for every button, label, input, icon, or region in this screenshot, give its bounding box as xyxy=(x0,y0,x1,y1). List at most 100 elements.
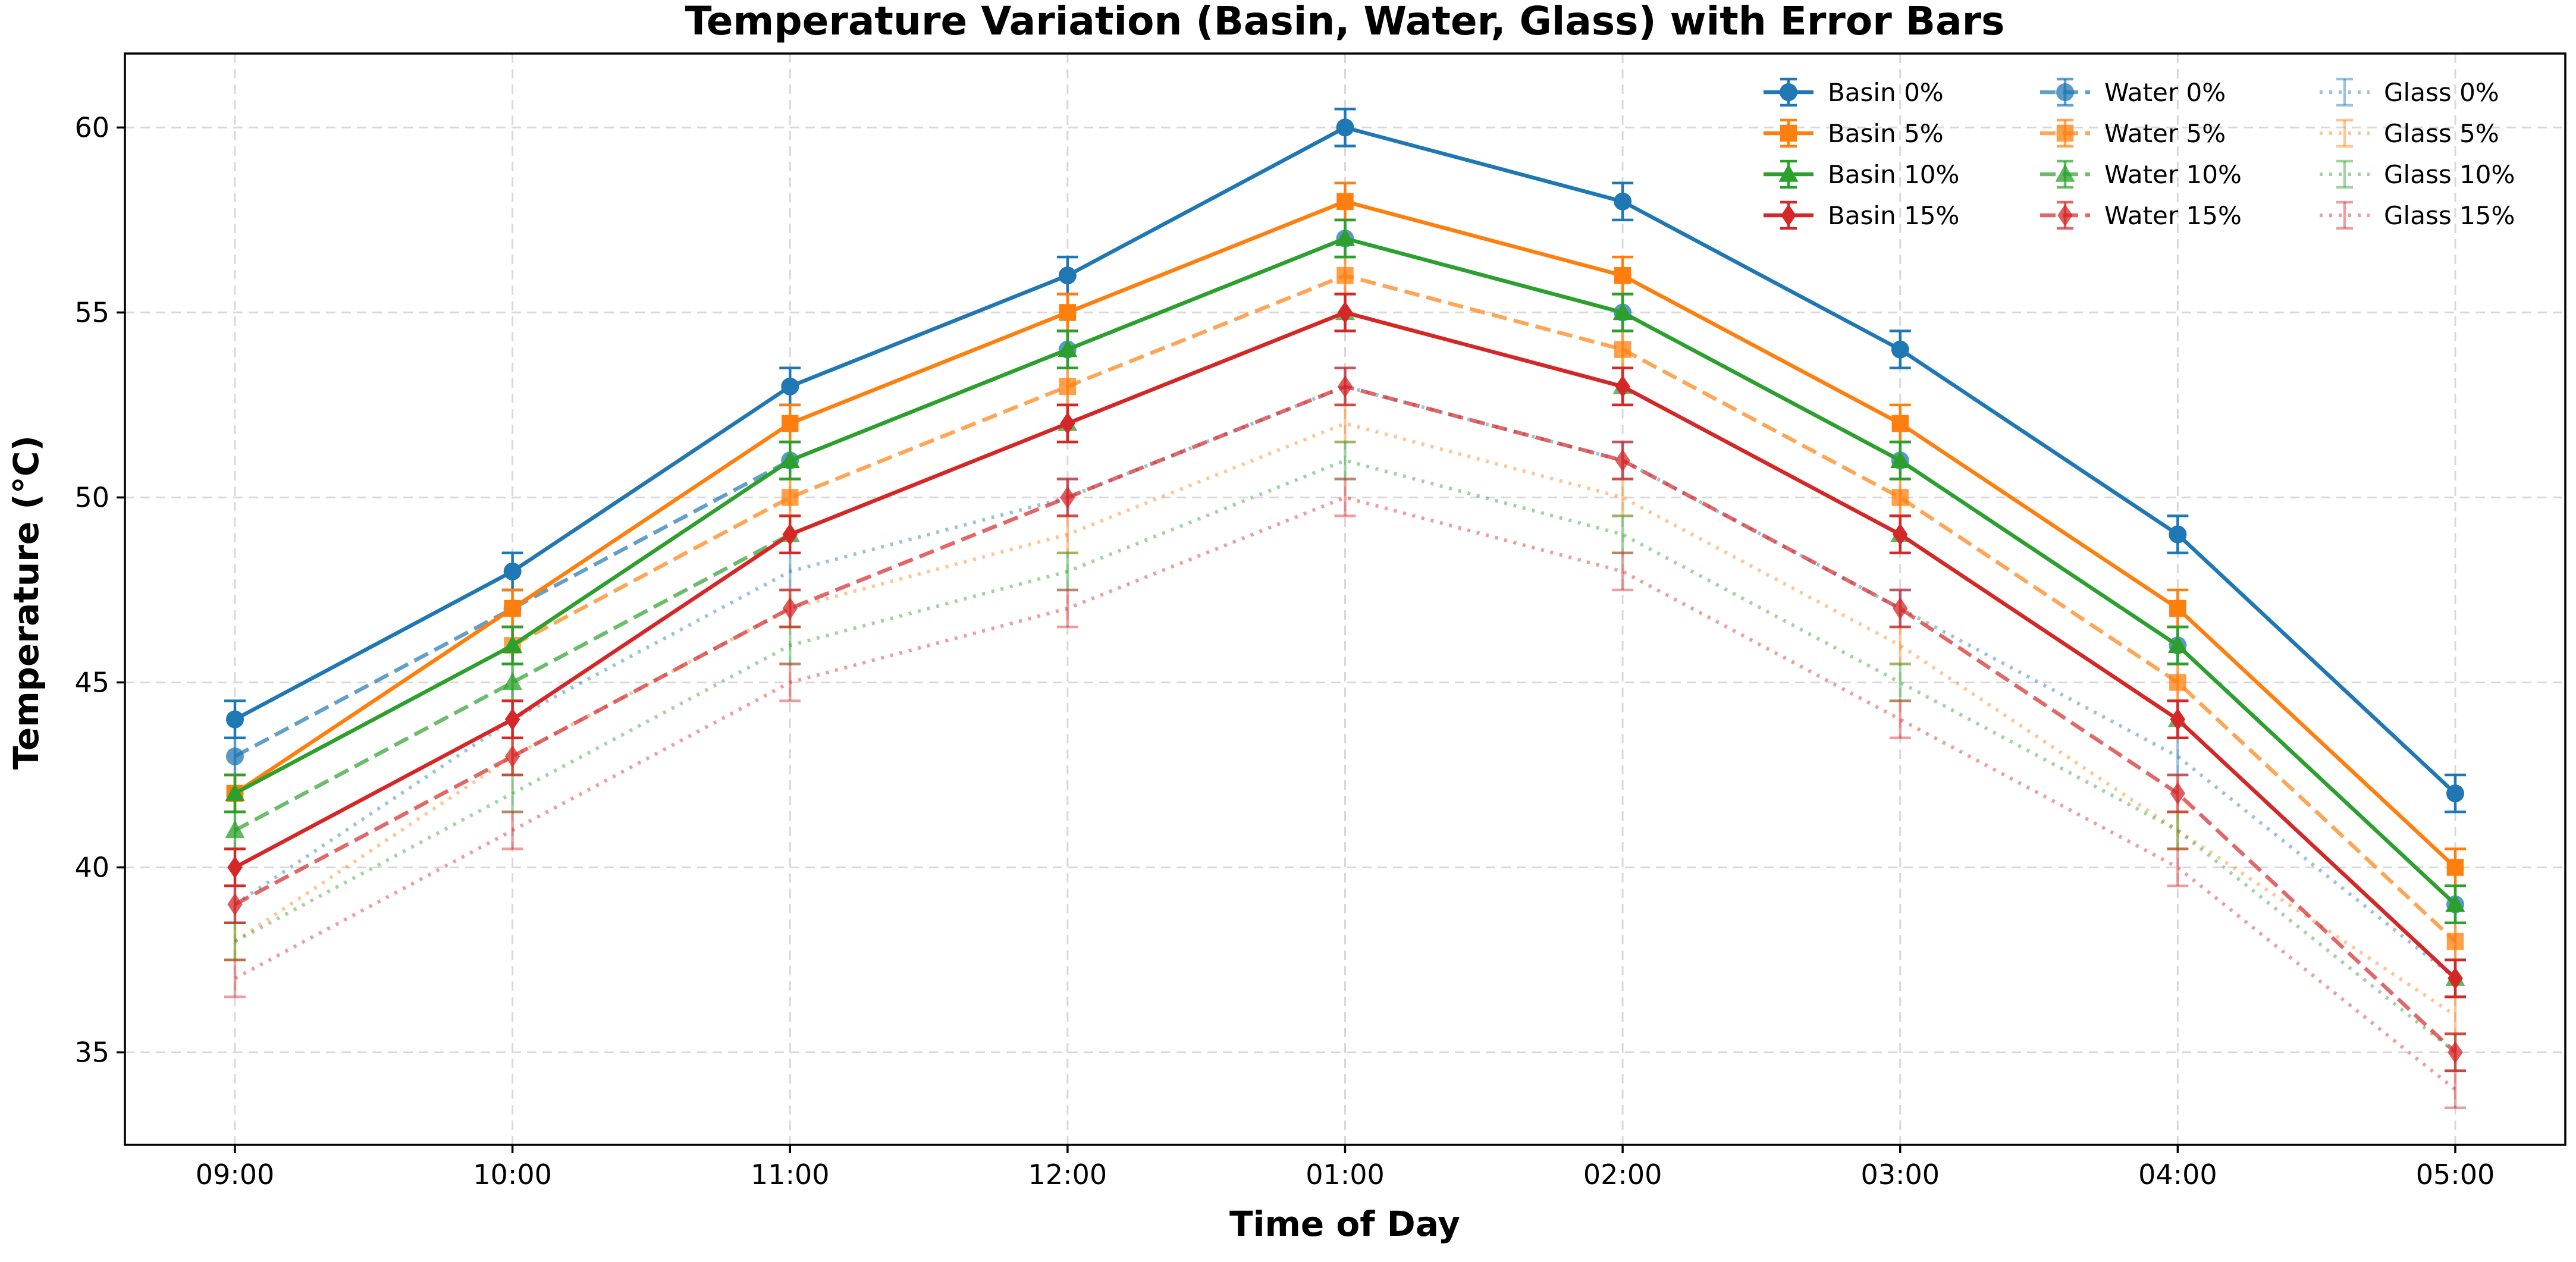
data-point xyxy=(2445,894,2465,912)
legend-marker xyxy=(2056,124,2074,142)
series-layer xyxy=(224,108,2466,1110)
legend-item: Water 10% xyxy=(2040,159,2242,189)
x-tick-label: 01:00 xyxy=(1306,1159,1385,1191)
legend-marker xyxy=(1781,204,1796,227)
error-bar xyxy=(1889,625,1911,665)
data-point xyxy=(1615,375,1630,398)
data-point xyxy=(2167,635,2188,654)
error-bar xyxy=(1056,551,1078,592)
y-tick-label: 55 xyxy=(74,296,109,328)
legend-label: Water 15% xyxy=(2104,201,2242,230)
data-point xyxy=(503,635,523,654)
data-point xyxy=(1615,449,1630,472)
data-point xyxy=(780,450,800,468)
data-point xyxy=(504,708,520,731)
data-point xyxy=(1336,266,1354,284)
error-bar xyxy=(1334,440,1356,481)
data-point xyxy=(1614,192,1632,211)
series-basin-15pct xyxy=(224,293,2466,999)
error-bar xyxy=(1612,551,1634,592)
data-point xyxy=(781,377,799,395)
series-line xyxy=(234,495,2456,1091)
legend-marker xyxy=(2056,83,2074,101)
data-point xyxy=(2446,933,2464,950)
y-tick-label: 35 xyxy=(74,1036,109,1068)
data-point xyxy=(1614,266,1631,284)
data-point xyxy=(2170,708,2186,731)
legend-label: Glass 0% xyxy=(2384,78,2499,107)
legend-item: Glass 5% xyxy=(2320,118,2499,148)
data-point xyxy=(1059,378,1077,395)
data-point xyxy=(504,745,520,768)
data-point xyxy=(2169,674,2186,691)
error-bar xyxy=(501,810,523,850)
error-bar xyxy=(1056,514,1078,554)
series-water-5pct xyxy=(224,255,2466,962)
error-bar xyxy=(2167,736,2189,777)
y-tick-label: 40 xyxy=(74,851,109,883)
legend-item: Basin 5% xyxy=(1764,118,1944,148)
error-bar xyxy=(779,551,801,592)
x-tick-label: 04:00 xyxy=(2138,1159,2217,1191)
y-tick-label: 50 xyxy=(74,481,109,513)
y-tick-label: 45 xyxy=(74,666,109,698)
legend-item: Water 15% xyxy=(2040,200,2242,230)
legend-error-icon xyxy=(2336,159,2353,189)
data-point xyxy=(1060,486,1075,509)
legend-label: Basin 15% xyxy=(1828,201,1959,230)
axis-ticks: 35 40 45 50 55 60 09:00 10:00 11:00 12:00 01:00 02:… xyxy=(74,111,2495,1191)
data-point xyxy=(503,562,522,580)
data-point xyxy=(782,523,798,546)
legend-label: Glass 10% xyxy=(2384,160,2515,189)
data-point xyxy=(1336,118,1354,137)
data-point xyxy=(2446,784,2464,803)
series-glass-15pct xyxy=(224,478,2466,1110)
data-point xyxy=(1891,489,1909,506)
error-bar xyxy=(501,773,523,814)
legend-label: Water 5% xyxy=(2104,119,2226,148)
data-point xyxy=(1893,597,1908,620)
legend-item: Basin 15% xyxy=(1764,200,1959,230)
data-point xyxy=(2448,967,2463,990)
x-tick-label: 12:00 xyxy=(1028,1159,1107,1191)
data-point xyxy=(1893,523,1908,546)
legend-label: Basin 0% xyxy=(1828,78,1944,107)
error-bar xyxy=(2445,1069,2466,1110)
error-bar xyxy=(1334,478,1356,517)
error-bar xyxy=(224,958,246,999)
data-point xyxy=(782,415,799,432)
data-point xyxy=(503,672,523,690)
x-axis-label: Time of Day xyxy=(1229,1204,1460,1244)
legend-error-icon xyxy=(2336,200,2353,230)
x-tick-label: 09:00 xyxy=(196,1159,275,1191)
error-bar xyxy=(779,663,801,702)
legend-label: Basin 5% xyxy=(1828,119,1944,148)
legend-label: Basin 10% xyxy=(1828,160,1959,189)
legend-item: Glass 0% xyxy=(2320,77,2499,107)
data-point xyxy=(1891,415,1909,432)
legend-item: Basin 0% xyxy=(1764,77,1944,107)
legend-marker xyxy=(2055,164,2075,182)
legend-marker xyxy=(1780,124,1797,142)
legend-item: Basin 10% xyxy=(1764,159,1959,189)
x-tick-label: 02:00 xyxy=(1583,1159,1662,1191)
y-axis-label: Temperature (°C) xyxy=(6,435,46,770)
data-point xyxy=(1060,412,1075,435)
legend-label: Water 10% xyxy=(2104,160,2242,189)
data-point xyxy=(1890,450,1910,468)
data-point xyxy=(1891,340,1909,359)
series-line xyxy=(234,459,2456,1054)
data-point xyxy=(2170,782,2186,805)
legend-label: Water 0% xyxy=(2104,78,2226,107)
error-bar xyxy=(2445,995,2466,1035)
legend-marker xyxy=(2057,204,2073,227)
error-bar xyxy=(1889,699,1911,740)
error-bar xyxy=(2167,847,2189,887)
data-point xyxy=(504,599,521,617)
error-bar xyxy=(1056,588,1078,629)
legend-error-icon xyxy=(2336,118,2353,148)
legend: Basin 0% Basin 5% Basin 10% Basin 15% Water … xyxy=(1764,77,2515,230)
data-point xyxy=(1059,304,1077,321)
legend-item: Water 0% xyxy=(2040,77,2226,107)
data-point xyxy=(782,597,798,620)
